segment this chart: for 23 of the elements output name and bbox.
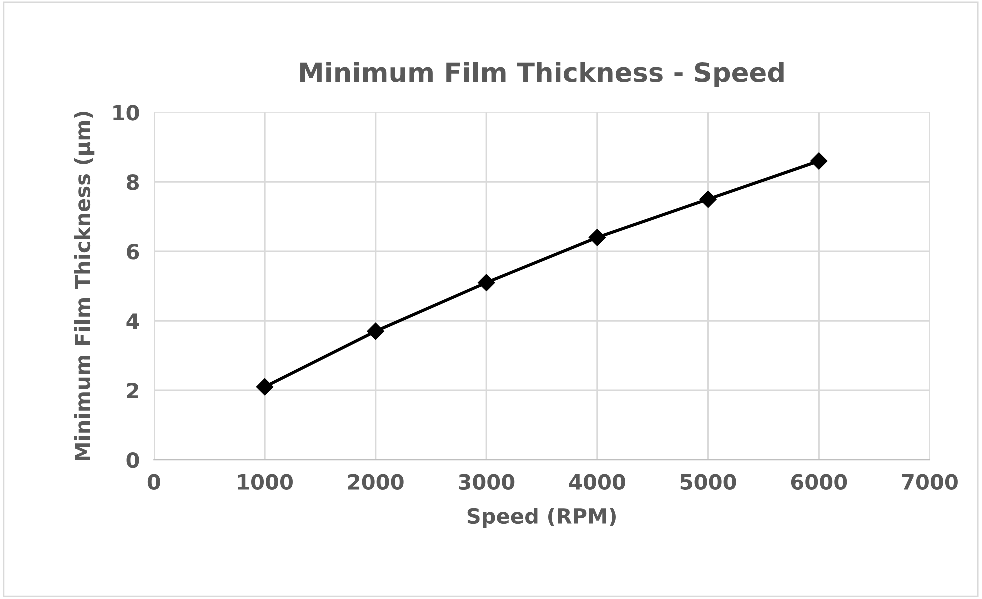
x-tick-label: 5000 [680,474,736,490]
point [700,190,717,208]
y-tick-label: 2 [127,383,138,398]
x-tick-label: 7000 [902,474,958,490]
x-tick-label: 6000 [791,474,848,490]
chart-title: Minimum Film Thickness - Speed [300,62,784,88]
x-tick-label: 0 [148,474,160,490]
y-tick-label: 0 [126,452,140,468]
x-tick-label: 2000 [348,474,404,490]
x-tick-label: 3000 [459,474,515,490]
x-tick-label: 4000 [569,474,626,490]
point [810,152,828,170]
x-axis-title: Speed (RPM) [468,508,616,528]
point [588,229,606,246]
y-tick-label: 4 [126,314,140,329]
x-tick-label: 1000 [238,474,293,490]
y-tick-label: 8 [127,174,139,190]
point [478,274,496,292]
y-tick-label: 6 [127,244,140,260]
y-axis-title: Minimum Film Thickness (µm) [74,112,95,461]
point [256,378,274,396]
y-tick-label: 10 [114,105,140,121]
point [367,322,384,340]
